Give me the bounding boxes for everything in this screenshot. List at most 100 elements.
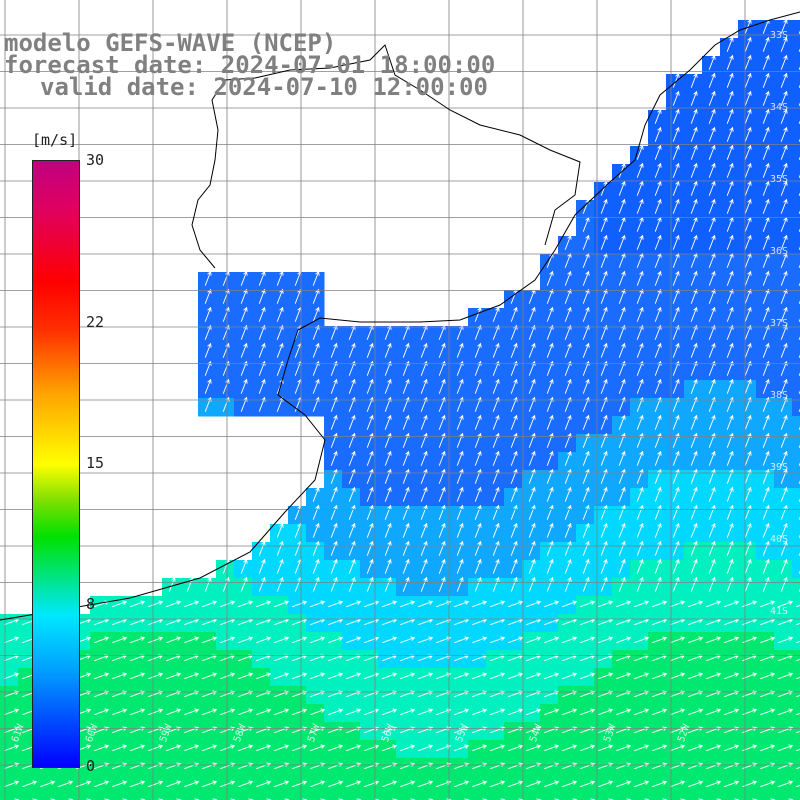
wind-cell [360,794,379,800]
wind-arrow [582,486,590,502]
wind-arrow [330,504,338,520]
wind-arrow [546,576,554,592]
wind-arrow [328,672,344,680]
wind-arrow [562,690,578,698]
wind-cell [306,794,325,800]
wind-arrow [256,636,272,644]
wind-arrow [348,576,356,592]
wind-arrow [672,126,680,142]
wind-cell [792,650,800,669]
wind-arrow [312,504,320,520]
wind-arrow [112,690,128,698]
wind-arrow [706,672,722,680]
wind-arrow [328,600,344,608]
wind-arrow [402,378,410,394]
wind-arrow [762,414,770,430]
wind-arrow [274,708,290,716]
colorbar-tick-label: 15 [86,454,105,472]
wind-arrow [760,690,776,698]
wind-arrow [400,690,416,698]
wind-arrow [420,540,428,556]
wind-arrow [564,378,572,394]
wind-arrow [690,72,698,88]
wind-arrow [564,522,572,538]
wind-arrow [112,600,128,608]
wind-arrow [580,708,596,716]
wind-arrow [348,414,356,430]
wind-arrow [582,558,590,574]
wind-cell [576,794,595,800]
wind-arrow [762,126,770,142]
wind-arrow [544,762,560,770]
wind-arrow [456,378,464,394]
wind-cell [792,740,800,759]
wind-arrow [148,780,164,788]
wind-arrow [726,270,734,286]
wind-arrow [582,522,590,538]
wind-arrow [382,762,398,770]
wind-arrow [616,690,632,698]
wind-arrow [708,198,716,214]
wind-arrow [726,540,734,556]
wind-arrow [780,306,788,322]
wind-arrow [474,342,482,358]
wind-arrow [384,378,392,394]
wind-arrow [258,558,266,574]
wind-cell [792,128,800,147]
wind-cell [738,794,757,800]
wind-arrow [490,636,506,644]
wind-arrow [256,780,272,788]
wind-arrow [744,144,752,160]
wind-arrow [796,694,800,698]
wind-arrow [508,780,524,788]
wind-arrow [762,90,770,106]
wind-arrow [616,744,632,752]
wind-arrow [726,558,734,574]
wind-cell [252,794,271,800]
wind-arrow [544,744,560,752]
wind-arrow [310,636,326,644]
wind-arrow [652,672,668,680]
wind-arrow [510,522,518,538]
wind-arrow [310,762,326,770]
wind-arrow [564,414,572,430]
wind-arrow [418,744,434,752]
wind-arrow [238,780,254,788]
wind-arrow [762,450,770,466]
wind-arrow [276,558,284,574]
wind-arrow [130,690,146,698]
wind-arrow [328,708,344,716]
wind-arrow [204,288,212,304]
wind-arrow [708,540,716,556]
wind-arrow [634,672,650,680]
wind-arrow [130,762,146,770]
wind-arrow [780,180,788,196]
wind-arrow [256,708,272,716]
wind-cell [792,470,800,489]
wind-arrow [670,762,686,770]
wind-arrow [582,450,590,466]
wind-arrow [526,762,542,770]
wind-arrow [708,504,716,520]
wind-arrow [528,378,536,394]
wind-arrow [670,600,686,608]
wind-cell [558,794,577,800]
wind-cell [792,254,800,273]
wind-arrow [654,288,662,304]
wind-arrow [456,450,464,466]
wind-arrow [330,540,338,556]
wind-arrow [708,486,716,502]
valid-date: valid date: 2024-07-10 12:00:00 [40,73,488,101]
wind-arrow [780,576,788,592]
wind-arrow [508,672,524,680]
wind-cell [612,794,631,800]
wind-arrow [112,780,128,788]
wind-arrow [580,780,596,788]
wind-arrow [780,486,788,502]
wind-arrow [618,522,626,538]
wind-arrow [544,780,560,788]
wind-arrow [148,672,164,680]
wind-arrow [580,744,596,752]
wind-arrow [672,234,680,250]
wind-arrow [562,600,578,608]
